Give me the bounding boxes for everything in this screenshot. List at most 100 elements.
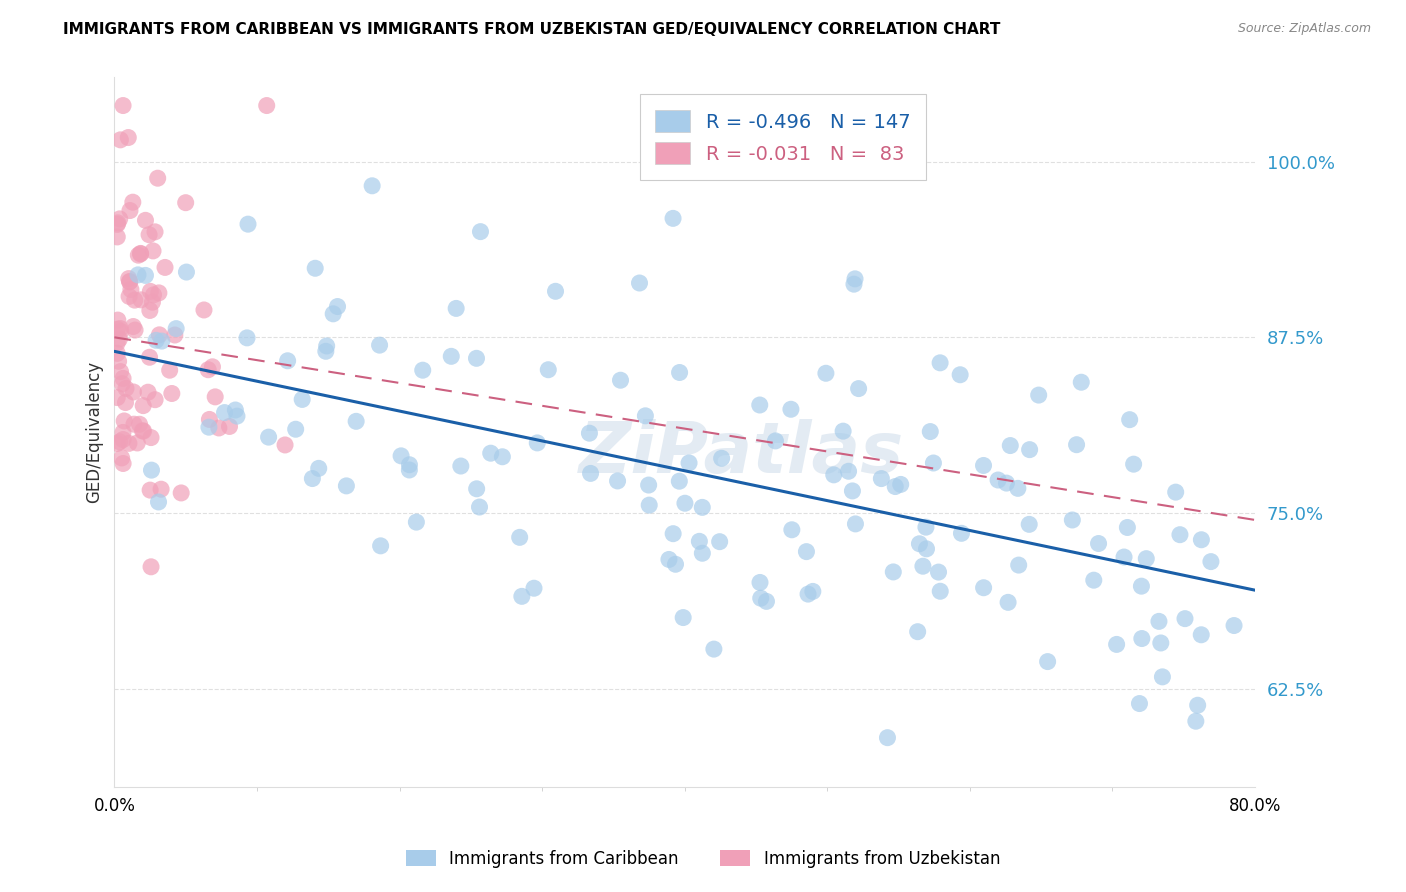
Point [928, 565, 950, 579]
Point [105, 335, 128, 350]
Point [118, 289, 141, 303]
Point [450, 458, 472, 473]
Point [1147, 615, 1170, 629]
Point [884, 479, 907, 493]
Point [1036, 655, 1059, 669]
Point [1128, 697, 1150, 711]
Point [662, 526, 685, 541]
Point [111, 376, 134, 391]
Point [315, 339, 337, 353]
Point [688, 534, 710, 549]
Point [1189, 628, 1212, 642]
Point [142, 288, 165, 302]
Point [908, 537, 931, 551]
Point [479, 446, 502, 460]
Point [208, 421, 231, 435]
Point [1223, 618, 1246, 632]
Point [987, 473, 1010, 487]
Point [105, 436, 128, 450]
Point [122, 384, 145, 399]
Point [544, 285, 567, 299]
Text: ZiPatlas: ZiPatlas [579, 419, 904, 488]
Point [748, 398, 770, 412]
Point [284, 422, 307, 436]
Point [709, 534, 731, 549]
Point [198, 412, 221, 426]
Point [112, 457, 135, 471]
Point [236, 331, 259, 345]
Point [526, 436, 548, 450]
Point [107, 216, 129, 230]
Point [929, 356, 952, 370]
Point [1168, 527, 1191, 541]
Point [844, 516, 866, 531]
Point [110, 133, 132, 147]
Point [465, 351, 488, 366]
Point [1116, 520, 1139, 534]
Point [105, 230, 128, 244]
Point [163, 328, 186, 343]
Point [1135, 551, 1157, 566]
Point [801, 584, 824, 599]
Point [118, 436, 141, 450]
Point [112, 98, 135, 112]
Point [132, 424, 155, 438]
Point [148, 495, 170, 509]
Point [174, 195, 197, 210]
Point [214, 406, 236, 420]
Point [1083, 573, 1105, 587]
Point [389, 449, 412, 463]
Point [127, 436, 149, 450]
Point [134, 268, 156, 283]
Point [136, 385, 159, 400]
Point [127, 268, 149, 282]
Legend: R = -0.496   N = 147, R = -0.031   N =  83: R = -0.496 N = 147, R = -0.031 N = 83 [640, 95, 927, 180]
Point [176, 265, 198, 279]
Point [127, 248, 149, 262]
Point [124, 293, 146, 307]
Point [107, 313, 129, 327]
Point [139, 431, 162, 445]
Point [236, 217, 259, 231]
Point [523, 581, 546, 595]
Point [890, 477, 912, 491]
Point [920, 425, 942, 439]
Point [1018, 517, 1040, 532]
Point [121, 195, 143, 210]
Point [692, 546, 714, 560]
Point [470, 225, 492, 239]
Point [1008, 558, 1031, 573]
Point [326, 300, 349, 314]
Point [579, 467, 602, 481]
Point [110, 321, 132, 335]
Point [159, 363, 181, 377]
Text: Source: ZipAtlas.com: Source: ZipAtlas.com [1237, 22, 1371, 36]
Point [301, 471, 323, 485]
Point [110, 365, 132, 379]
Point [170, 486, 193, 500]
Point [1189, 533, 1212, 547]
Point [1150, 636, 1173, 650]
Point [129, 246, 152, 260]
Point [755, 594, 778, 608]
Point [107, 354, 129, 368]
Point [105, 322, 128, 336]
Point [277, 353, 299, 368]
Point [118, 271, 141, 285]
Point [844, 272, 866, 286]
Point [870, 472, 893, 486]
Point [257, 430, 280, 444]
Point [150, 334, 173, 348]
Point [122, 319, 145, 334]
Point [111, 450, 134, 465]
Point [153, 260, 176, 275]
Point [842, 277, 865, 292]
Point [664, 558, 686, 572]
Point [929, 584, 952, 599]
Point [114, 395, 136, 409]
Point [907, 624, 929, 639]
Point [814, 366, 837, 380]
Point [129, 247, 152, 261]
Point [218, 419, 240, 434]
Point [129, 293, 152, 307]
